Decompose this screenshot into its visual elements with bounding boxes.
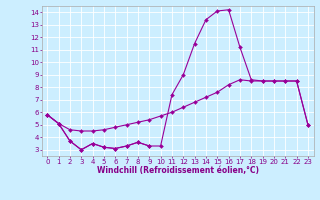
- X-axis label: Windchill (Refroidissement éolien,°C): Windchill (Refroidissement éolien,°C): [97, 166, 259, 175]
